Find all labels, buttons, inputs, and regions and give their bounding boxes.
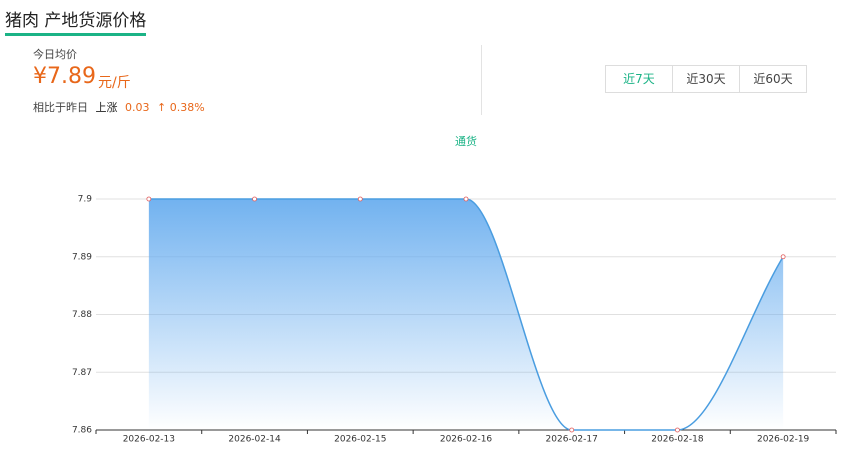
point <box>780 254 786 260</box>
page-title: 猪肉 产地货源价格 <box>5 6 147 36</box>
area <box>148 199 784 430</box>
price-unit: 元/斤 <box>98 75 131 91</box>
y-tick-label: 7.89 <box>72 252 92 262</box>
compare-label: 相比于昨日 <box>33 101 88 114</box>
point <box>463 196 469 202</box>
avg-label: 今日均价 <box>33 48 77 61</box>
x-tick-label: 2026-02-15 <box>334 435 386 445</box>
compare: 相比于昨日 上涨 0.03 ↑ 0.38% <box>33 99 209 115</box>
point <box>357 196 363 202</box>
legend-entry: 通货 <box>455 134 477 148</box>
y-tick-label: 7.9 <box>78 195 93 205</box>
avg-price: ¥7.89 <box>33 64 96 89</box>
y-tick-label: 7.86 <box>72 426 92 436</box>
x-tick-label: 2026-02-16 <box>440 435 493 445</box>
y-tick-label: 7.88 <box>72 310 92 320</box>
point <box>675 427 680 433</box>
trend: 上涨 <box>95 101 118 114</box>
tab[interactable]: 近30天 <box>672 66 739 92</box>
x-tick-label: 2026-02-13 <box>123 435 175 445</box>
change: 0.03 <box>125 101 150 114</box>
x-tick-label: 2026-02-18 <box>651 435 704 445</box>
y-tick-label: 7.87 <box>72 368 92 378</box>
line <box>148 198 784 431</box>
point <box>252 196 257 202</box>
point <box>146 196 152 202</box>
divider <box>481 45 482 115</box>
x-tick-label: 2026-02-14 <box>228 435 281 445</box>
tab[interactable]: 近7天 <box>623 72 655 86</box>
percent: ↑ 0.38% <box>157 101 205 114</box>
tab[interactable]: 近60天 <box>739 66 806 92</box>
x-tick-label: 2026-02-19 <box>757 435 810 445</box>
x-tick-label: 2026-02-17 <box>546 435 598 445</box>
range-tabs: 近7天 近30天 近60天 <box>605 65 807 93</box>
point <box>569 427 575 433</box>
